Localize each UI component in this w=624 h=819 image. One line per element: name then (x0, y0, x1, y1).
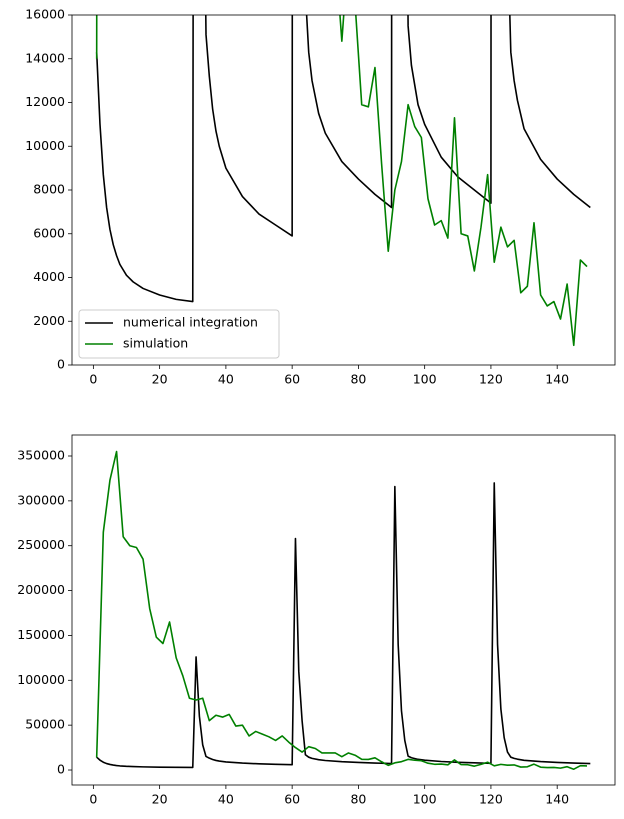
x-tick-label: 0 (89, 792, 97, 807)
x-tick-label: 80 (350, 792, 366, 807)
y-tick-label: 50000 (25, 717, 65, 732)
series-line (95, 15, 588, 347)
plot-lines (95, 15, 591, 347)
x-tick-label: 120 (479, 792, 503, 807)
legend: numerical integration simulation (78, 309, 280, 359)
y-tick-label: 2000 (33, 313, 65, 328)
legend-label: simulation (123, 336, 188, 351)
series-line (95, 15, 591, 303)
subplot: 0 20 40 60 80 100 120 140 0 50000 100000 150000 2000… (17, 434, 616, 807)
y-tick-label: 150000 (17, 627, 65, 642)
axes-frame (71, 14, 616, 366)
axes-frame (71, 434, 616, 786)
legend-label: numerical integration (123, 315, 258, 330)
x-tick-label: 140 (545, 372, 569, 387)
x-tick-label: 40 (218, 792, 234, 807)
y-tick-label: 14000 (25, 50, 65, 65)
plot-lines (95, 450, 591, 771)
legend-box (78, 309, 280, 359)
y-tick-label: 16000 (25, 7, 65, 22)
subplot: 0 20 40 60 80 100 120 140 0 2000 4000 6000 8000 10000… (25, 7, 616, 387)
y-tick-label: 10000 (25, 138, 65, 153)
x-tick-label: 60 (284, 372, 300, 387)
y-tick-label: 6000 (33, 225, 65, 240)
x-tick-label: 120 (479, 372, 503, 387)
y-tick-label: 8000 (33, 182, 65, 197)
x-tick-label: 40 (218, 372, 234, 387)
y-tick-label: 0 (57, 357, 65, 372)
x-tick-label: 20 (152, 792, 168, 807)
y-tick-label: 12000 (25, 94, 65, 109)
y-tick-label: 4000 (33, 269, 65, 284)
y-tick-label: 0 (57, 762, 65, 777)
x-tick-label: 0 (89, 372, 97, 387)
y-tick-label: 300000 (17, 492, 65, 507)
y-tick-label: 100000 (17, 672, 65, 687)
x-tick-label: 20 (152, 372, 168, 387)
y-tick-label: 350000 (17, 447, 65, 462)
x-tick-label: 80 (350, 372, 366, 387)
x-tick-label: 100 (413, 372, 437, 387)
y-tick-label: 250000 (17, 537, 65, 552)
series-line (95, 450, 588, 771)
series-line (96, 482, 591, 769)
x-tick-label: 140 (545, 792, 569, 807)
y-tick-label: 200000 (17, 582, 65, 597)
x-tick-label: 100 (413, 792, 437, 807)
x-tick-label: 60 (284, 792, 300, 807)
